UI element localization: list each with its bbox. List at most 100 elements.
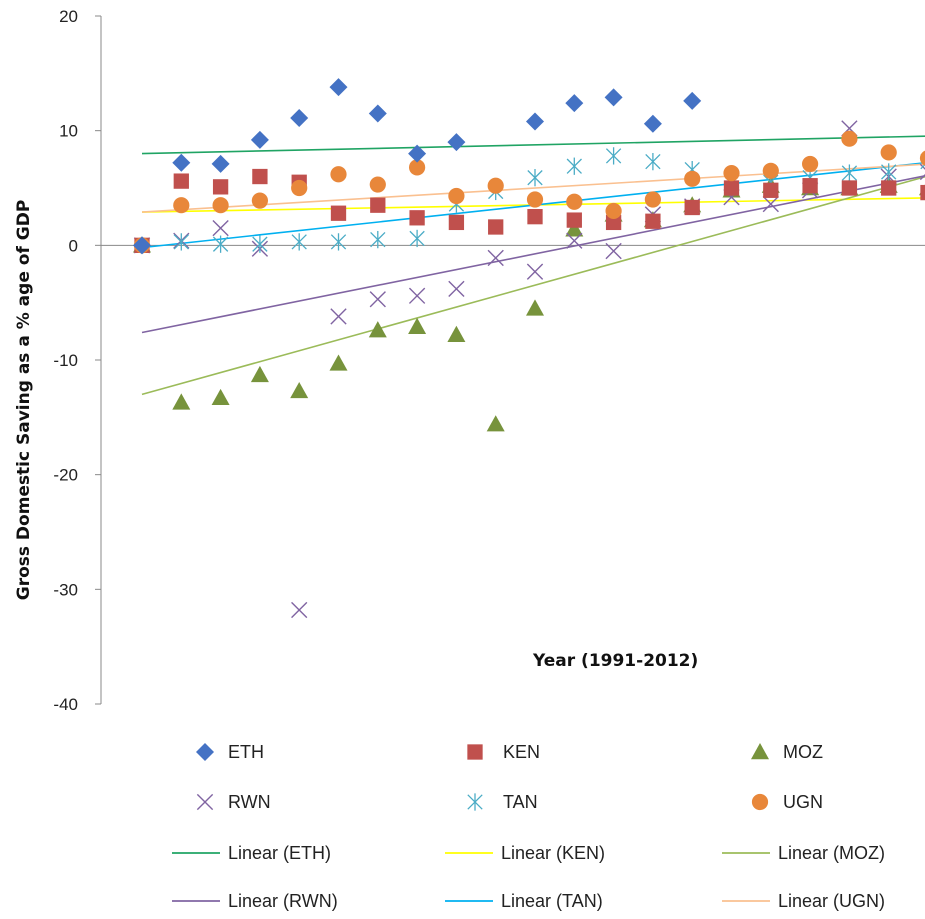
diamond-marker xyxy=(447,133,466,152)
triangle-marker xyxy=(486,415,505,432)
circle-marker xyxy=(919,150,925,166)
plot-area xyxy=(100,16,925,704)
diamond-marker xyxy=(565,94,584,113)
legend-label: KEN xyxy=(503,742,540,762)
square-marker xyxy=(467,744,483,760)
square-marker xyxy=(920,184,925,201)
circle-marker xyxy=(644,191,662,208)
x-marker xyxy=(369,291,386,308)
square-marker xyxy=(448,214,465,231)
asterisk-marker xyxy=(467,793,483,811)
square-marker xyxy=(605,214,622,231)
square-marker xyxy=(802,178,818,194)
circle-marker xyxy=(291,179,308,197)
circle-marker xyxy=(802,155,819,173)
trendline xyxy=(141,197,925,213)
trendline xyxy=(141,135,925,155)
trendline xyxy=(141,175,925,396)
legend: ETH KEN MOZ RWN TAN UGN Linear (ETH) Linear (KE… xyxy=(172,742,885,911)
diamond-marker xyxy=(250,130,269,149)
diamond-marker xyxy=(526,112,544,131)
triangle-marker xyxy=(565,220,584,237)
triangle-marker xyxy=(408,317,427,334)
asterisk-marker xyxy=(841,164,858,182)
legend-label: RWN xyxy=(228,792,271,812)
legend-label: Linear (UGN) xyxy=(778,891,885,911)
legend-label: TAN xyxy=(503,792,538,812)
trendline xyxy=(141,163,925,213)
asterisk-marker xyxy=(291,233,307,251)
y-axis-tick-labels: 20 10 0 -10 -20 -30 -40 xyxy=(53,7,101,714)
triangle-marker xyxy=(526,299,544,316)
legend-label: ETH xyxy=(228,742,264,762)
asterisk-marker xyxy=(566,157,582,175)
circle-marker xyxy=(526,191,544,208)
square-marker xyxy=(409,210,425,226)
asterisk-marker xyxy=(527,169,543,187)
asterisk-marker xyxy=(330,233,347,251)
legend-label: Linear (TAN) xyxy=(501,891,603,911)
y-tick-label: -20 xyxy=(53,466,78,485)
circle-marker xyxy=(684,170,701,187)
x-marker xyxy=(291,601,308,619)
triangle-marker xyxy=(329,354,348,371)
square-marker xyxy=(370,197,386,213)
circle-marker xyxy=(330,166,347,183)
x-marker xyxy=(605,242,622,260)
triangle-marker xyxy=(211,388,230,406)
diamond-marker xyxy=(368,104,387,123)
circle-marker xyxy=(212,197,229,214)
circle-marker xyxy=(409,159,426,176)
x-axis-title: Year (1991-2012) xyxy=(532,651,698,671)
circle-marker xyxy=(751,793,769,811)
square-marker xyxy=(684,199,700,216)
y-tick-label: 0 xyxy=(69,236,78,255)
triangle-marker xyxy=(250,365,269,383)
circle-marker xyxy=(723,164,740,182)
legend-label: Linear (RWN) xyxy=(228,891,338,911)
triangle-marker xyxy=(368,321,387,338)
asterisk-marker xyxy=(370,230,386,249)
legend-label: UGN xyxy=(783,792,823,812)
asterisk-marker xyxy=(252,235,268,253)
data-markers xyxy=(133,78,925,619)
square-marker xyxy=(330,205,347,221)
square-marker xyxy=(566,212,582,228)
circle-marker xyxy=(566,193,583,210)
x-marker xyxy=(330,308,347,325)
asterisk-marker xyxy=(173,233,189,251)
triangle-marker xyxy=(751,743,769,760)
trendlines xyxy=(141,135,925,396)
y-axis-title: Gross Domestic Saving as a % age of GDP xyxy=(14,200,34,601)
y-tick-label: 10 xyxy=(59,122,78,141)
trendline xyxy=(141,161,925,249)
circle-marker xyxy=(841,130,858,147)
asterisk-marker xyxy=(645,152,661,171)
diamond-marker xyxy=(196,743,214,761)
y-tick-label: -30 xyxy=(53,580,78,599)
square-marker xyxy=(763,182,779,198)
square-marker xyxy=(252,168,268,185)
legend-label: Linear (ETH) xyxy=(228,843,331,863)
x-marker xyxy=(212,219,229,237)
x-marker xyxy=(448,280,465,298)
diamond-marker xyxy=(604,88,623,107)
y-tick-label: -10 xyxy=(53,351,78,370)
trendline xyxy=(141,175,925,334)
circle-marker xyxy=(487,177,504,194)
diamond-marker xyxy=(408,144,427,163)
asterisk-marker xyxy=(409,229,425,248)
x-marker xyxy=(526,263,544,280)
legend-label: Linear (KEN) xyxy=(501,843,605,863)
diamond-marker xyxy=(329,78,348,97)
diamond-marker xyxy=(290,109,309,128)
legend-label: Linear (MOZ) xyxy=(778,843,885,863)
circle-marker xyxy=(880,144,897,161)
x-marker xyxy=(408,287,426,304)
square-marker xyxy=(173,173,189,189)
y-tick-label: 20 xyxy=(59,7,78,26)
diamond-marker xyxy=(683,91,702,110)
square-marker xyxy=(645,213,661,229)
diamond-marker xyxy=(643,114,662,133)
